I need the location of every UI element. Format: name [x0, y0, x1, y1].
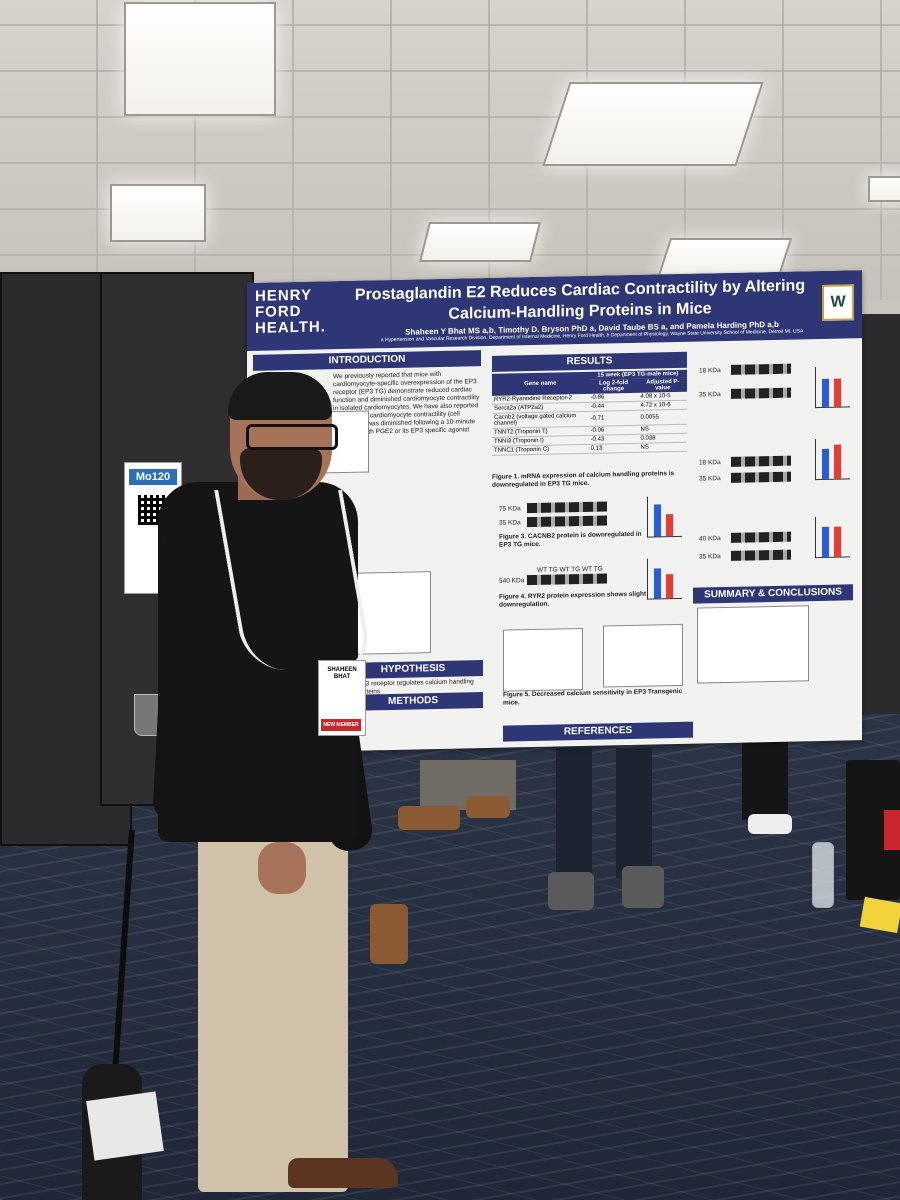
table-cell: 0.0055: [638, 409, 687, 426]
table-header-gene: Gene name: [492, 371, 589, 396]
sarcomere-length-plot: [603, 623, 683, 688]
wayne-state-logo: W: [822, 284, 854, 321]
background-person-legs: [556, 748, 592, 878]
table-header-fold: Log 2-fold change: [588, 378, 639, 394]
table-header-pvalue: Adjusted P-value: [638, 377, 687, 393]
poster-board-right: [855, 314, 900, 714]
ceiling-light: [419, 222, 541, 262]
table-cell: -0.71: [588, 410, 639, 427]
section-references: REFERENCES: [503, 721, 693, 742]
henry-ford-health-logo: HENRY FORD HEALTH.: [255, 287, 326, 337]
ceiling-light: [657, 238, 793, 276]
figure-5-caption: Figure 5. Decreased calcium sensitivity …: [503, 687, 683, 707]
western-blot-band: [527, 515, 607, 528]
western-blot-band: [731, 387, 791, 399]
western-blot-band: [731, 471, 791, 483]
background-shoe: [466, 796, 510, 818]
bar-chart: [647, 557, 682, 600]
ceiling-light: [868, 176, 900, 202]
logo-line: HEALTH.: [255, 318, 326, 337]
section-introduction: INTRODUCTION: [253, 350, 481, 371]
section-summary: SUMMARY & CONCLUSIONS: [693, 584, 853, 604]
western-blot-band: [731, 531, 791, 543]
blot-label: 35 KDa: [499, 519, 521, 527]
ceiling-light: [542, 82, 764, 166]
blot-label: 18 KDa: [699, 367, 721, 375]
background-person-legs: [742, 730, 788, 820]
presenter-hair: [228, 372, 332, 420]
badge-name-line: BHAT: [333, 674, 351, 680]
water-bottle: [812, 842, 834, 908]
figure-3-caption: Figure 3. CACNB2 protein is downregulate…: [499, 530, 642, 549]
blot-label: 75 KDa: [499, 505, 521, 513]
table-cell: NS: [638, 442, 687, 453]
bar-chart: [815, 366, 850, 409]
figure-4-caption: Figure 4. RYR2 protein expression shows …: [499, 590, 647, 609]
presenter-hand: [258, 842, 306, 894]
badge-ribbon: NEW MEMBER: [321, 719, 361, 731]
table-cell: TNNC1 (Troponin C): [492, 444, 589, 456]
bar-chart: [647, 495, 682, 538]
background-person-legs: [616, 748, 652, 878]
yellow-note: [859, 896, 900, 934]
blot-label: 35 KDa: [699, 553, 721, 561]
background-shoe: [548, 872, 594, 910]
presenter-shoe: [288, 1158, 398, 1188]
background-shoe: [622, 866, 664, 908]
name-badge: SHAHEEN BHAT NEW MEMBER: [318, 660, 366, 736]
ceiling: [0, 0, 900, 300]
badge-name-line: SHAHEEN: [327, 667, 357, 673]
badge-name: SHAHEEN BHAT: [319, 667, 365, 681]
booth-code: Mo120: [129, 469, 177, 485]
blot-label: 540 KDa: [499, 577, 525, 585]
western-blot-band: [527, 573, 607, 586]
section-results: RESULTS: [492, 351, 687, 372]
bar-chart: [815, 516, 850, 559]
calcium-ratio-plot: [503, 627, 583, 692]
blot-label: 35 KDa: [699, 391, 721, 399]
summary-diagram: [697, 605, 809, 684]
background-shoe: [370, 904, 408, 964]
blot-label: 18 KDa: [699, 459, 721, 467]
western-blot-band: [731, 363, 791, 375]
poster-header: HENRY FORD HEALTH. Prostaglandin E2 Redu…: [247, 270, 862, 351]
glasses-icon: [246, 424, 338, 450]
background-shoe: [398, 806, 460, 830]
presenter: SHAHEEN BHAT NEW MEMBER: [152, 372, 398, 1200]
figure-1-caption: Figure 1. mRNA expression of calcium han…: [492, 470, 675, 489]
blot-label: 35 KDa: [699, 475, 721, 483]
gene-expression-table: Gene name 15 week (EP3 TG-male mice) Log…: [492, 369, 687, 456]
ceiling-light: [110, 184, 206, 242]
bar-chart: [815, 438, 850, 481]
table-cell: 0.13: [588, 443, 639, 454]
tote-bag: [846, 760, 900, 900]
western-blot-band: [731, 455, 791, 467]
background-shoe: [748, 814, 792, 834]
papers-on-floor: [86, 1091, 164, 1161]
blot-label: 40 KDa: [699, 535, 721, 543]
poster-title: Prostaglandin E2 Reduces Cardiac Contrac…: [354, 277, 806, 323]
ceiling-light: [124, 2, 276, 116]
western-blot-band: [527, 501, 607, 514]
western-blot-band: [731, 549, 791, 561]
